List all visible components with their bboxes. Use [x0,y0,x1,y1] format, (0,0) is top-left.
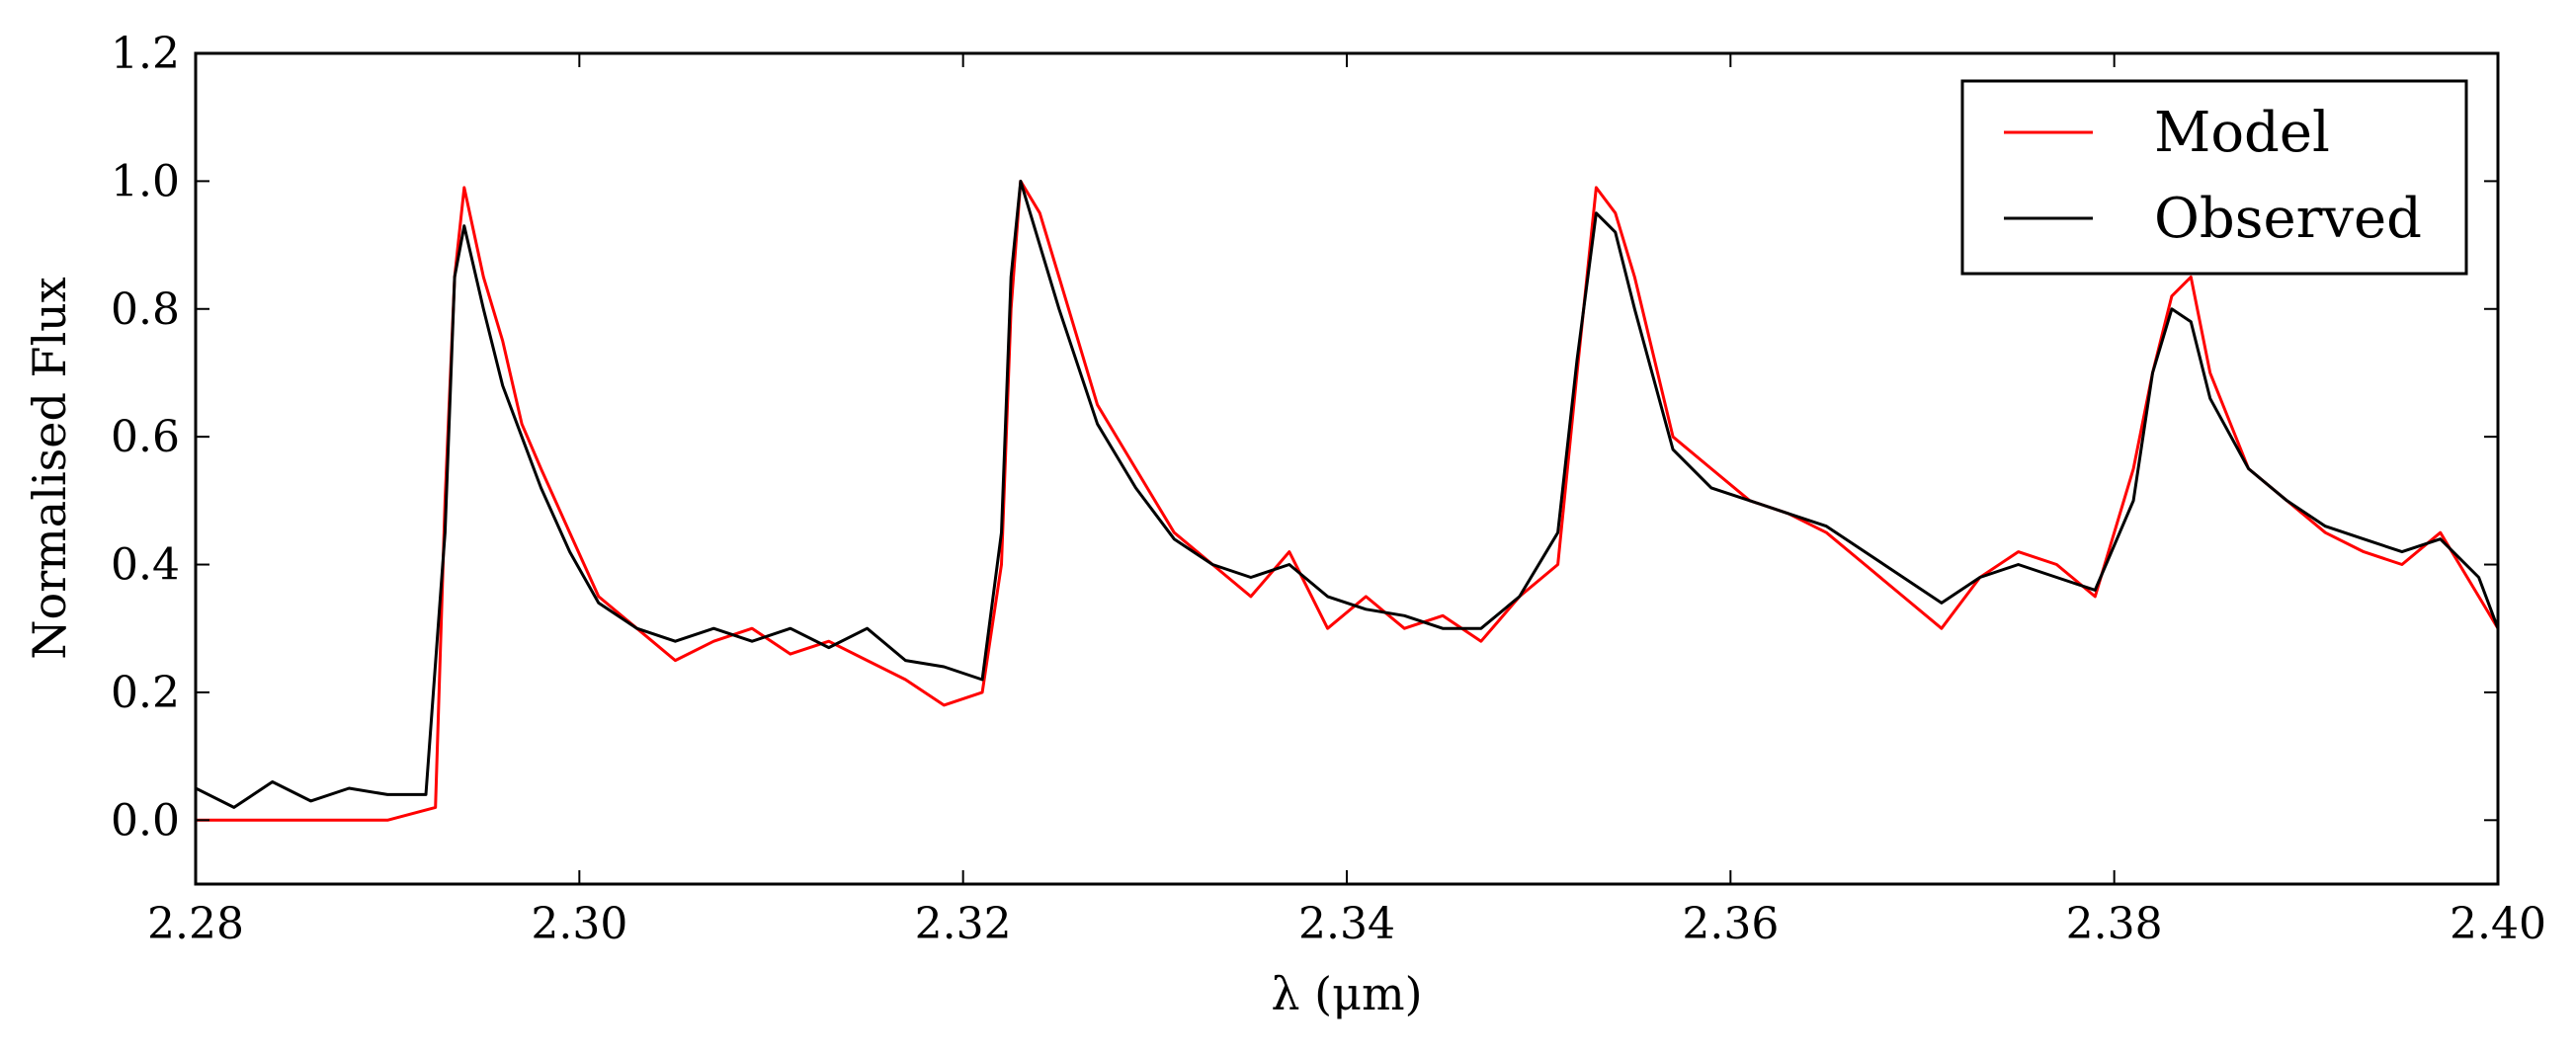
legend-label-observed: Observed [2154,187,2422,251]
ticks-layer: 2.28 2.30 2.32 2.34 2.36 2.38 2.40 0.0 0.2 0.4 0.6… [111,29,2546,949]
x-tick-label: 2.36 [1682,899,1779,949]
series-line-observed [196,179,2498,809]
x-tick-label: 2.38 [2066,899,2163,949]
legend: Model Observed [1960,79,2468,276]
x-tick-label: 2.32 [915,899,1012,949]
x-tick-label: 2.28 [147,899,244,949]
y-axis-label: Normalised Flux [23,277,76,660]
y-tick-label: 1.0 [111,156,180,206]
legend-label-model: Model [2154,101,2330,165]
y-tick-label: 0.6 [111,412,180,462]
y-tick-label: 0.8 [111,284,180,335]
series-layer [196,179,2498,822]
y-tick-label: 0.4 [111,540,180,591]
x-tick-label: 2.40 [2450,899,2546,949]
legend-box [1960,79,2468,276]
y-tick-label: 1.2 [111,29,180,79]
y-tick-label: 0.0 [111,795,180,846]
x-axis-label: λ (μm) [1271,967,1422,1020]
series-line-model [196,179,2498,822]
y-tick-label: 0.2 [111,668,180,718]
x-tick-label: 2.34 [1298,899,1395,949]
x-tick-label: 2.30 [531,899,627,949]
